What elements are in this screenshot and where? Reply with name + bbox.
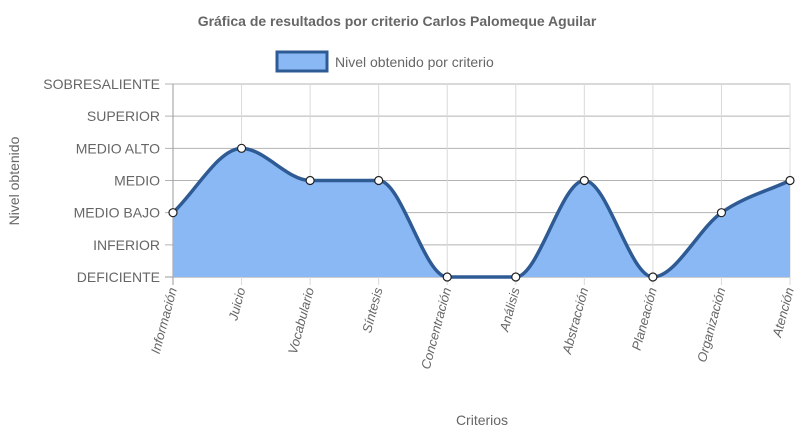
data-point[interactable] xyxy=(442,272,452,282)
y-tick-label: MEDIO ALTO xyxy=(76,140,160,156)
x-tick-label: Análisis xyxy=(496,285,522,334)
y-axis-title: Nivel obtenido xyxy=(6,136,22,225)
data-point[interactable] xyxy=(648,272,658,282)
x-axis-title: Criterios xyxy=(456,412,508,428)
y-axis-ticks: DEFICIENTE INFERIOR MEDIO BAJO MEDIO MEDIO A… xyxy=(43,76,160,285)
legend-label: Nivel obtenido por criterio xyxy=(335,54,494,70)
data-point[interactable] xyxy=(305,175,315,186)
y-tick-label: INFERIOR xyxy=(93,237,160,253)
y-tick-label: MEDIO xyxy=(114,173,160,189)
y-tick-label: SOBRESALIENTE xyxy=(43,76,160,92)
legend[interactable]: Nivel obtenido por criterio xyxy=(275,50,494,73)
data-point[interactable] xyxy=(236,143,247,153)
series-layer xyxy=(168,143,795,282)
y-tick-label: DEFICIENTE xyxy=(77,269,160,285)
x-tick-label: Atención xyxy=(769,286,795,340)
x-tick-label: Organización xyxy=(694,286,728,364)
x-tick-label: Abstracción xyxy=(559,286,591,356)
data-point[interactable] xyxy=(579,175,589,186)
data-point[interactable] xyxy=(716,208,727,218)
x-axis-ticks: Información Juicio Vocabulario Síntesis Conc… xyxy=(148,285,795,370)
x-tick-label: Juicio xyxy=(225,286,248,323)
data-point[interactable] xyxy=(511,272,521,282)
legend-swatch xyxy=(275,50,329,73)
series-line xyxy=(171,146,791,279)
chart-title: Gráfica de resultados por criterio Carlo… xyxy=(198,13,597,29)
data-point[interactable] xyxy=(168,208,178,218)
x-tick-label: Síntesis xyxy=(359,285,386,334)
x-tick-label: Información xyxy=(148,286,180,355)
x-tick-label: Vocabulario xyxy=(285,286,317,356)
x-tick-label: Planeación xyxy=(629,286,660,352)
y-tick-label: MEDIO BAJO xyxy=(74,205,160,221)
data-point[interactable] xyxy=(785,175,795,186)
y-tick-label: SUPERIOR xyxy=(87,108,160,124)
x-tick-label: Concentración xyxy=(418,286,454,371)
data-point[interactable] xyxy=(374,175,384,186)
